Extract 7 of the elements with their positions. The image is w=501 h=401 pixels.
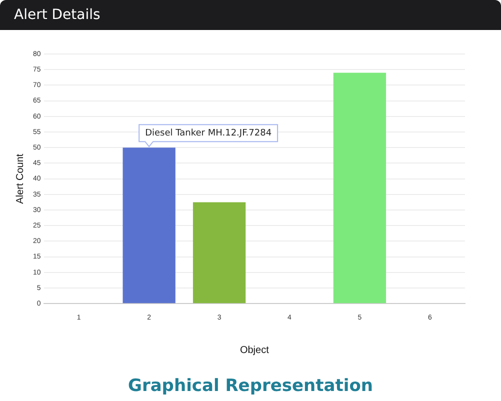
annotation: Diesel Tanker MH.12.JF.7284 [145, 128, 272, 138]
text: Graphical Representation [127, 376, 374, 396]
bar [192, 202, 246, 304]
y-axis-title: Alert Count [14, 154, 26, 204]
bar [333, 72, 386, 304]
chart-title: Alert Details [0, 0, 501, 30]
x-axis-title: Object [240, 344, 270, 356]
